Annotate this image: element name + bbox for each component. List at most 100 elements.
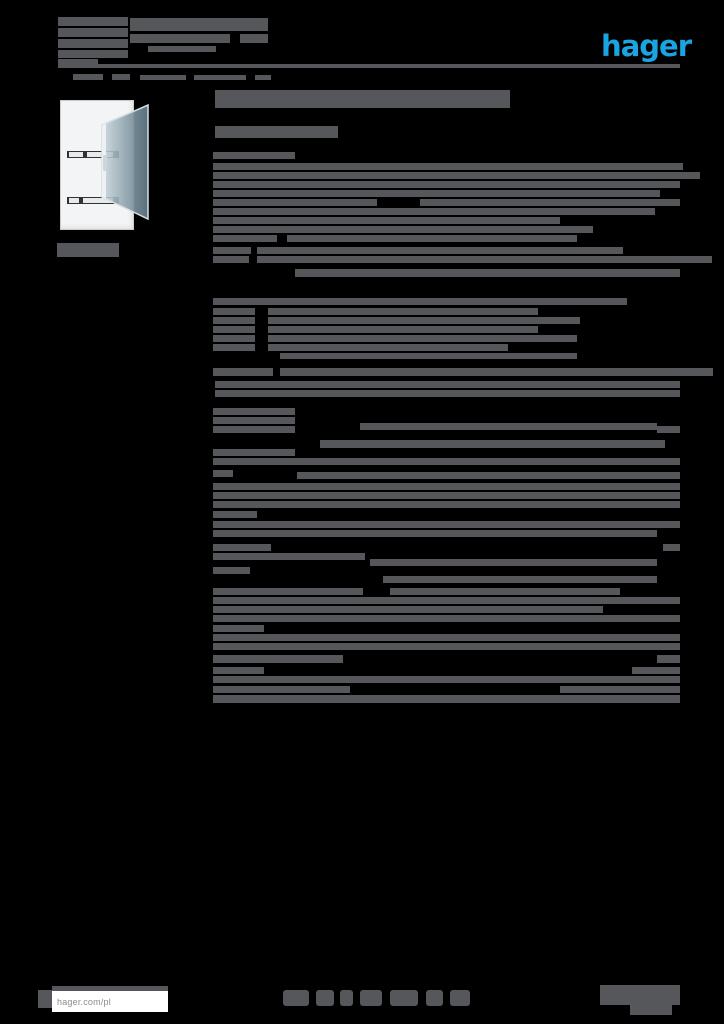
social-icon-2[interactable] [316, 990, 334, 1006]
spec-table-block-1 [360, 423, 657, 430]
header-sender-block [58, 28, 128, 37]
paragraph-1 [213, 190, 660, 197]
spec-table-block-2 [213, 501, 680, 508]
spec-table-block-2 [383, 576, 657, 583]
spec-table-block-2 [213, 588, 363, 595]
social-icon-7[interactable] [450, 990, 470, 1006]
spec-table-block-2 [663, 544, 680, 551]
paragraph-2 [257, 247, 623, 254]
paragraph-2 [257, 256, 712, 263]
social-icon-1[interactable] [283, 990, 309, 1006]
header-sender-block [58, 59, 98, 68]
social-icon-3[interactable] [340, 990, 353, 1006]
header-subline [140, 75, 186, 80]
social-icon-4[interactable] [360, 990, 382, 1006]
paragraph-2 [295, 269, 680, 277]
header-subline [73, 74, 103, 80]
hager-logo-text: hager [601, 29, 692, 63]
paragraph-3 [213, 344, 255, 351]
hager-logo: hager [583, 28, 692, 64]
spec-table-block-3 [213, 655, 343, 663]
spec-table-block-3 [560, 686, 680, 693]
spec-table-block-3 [213, 676, 680, 683]
paragraph-3 [268, 308, 538, 315]
paragraph-3 [268, 317, 580, 324]
product-title-bar [215, 90, 510, 108]
paragraph-2 [213, 247, 251, 254]
spec-table-block-1 [213, 408, 295, 415]
section-heading-2 [215, 390, 680, 397]
header-subline [112, 74, 130, 80]
header-title-lines [148, 46, 216, 52]
header-sender-block [58, 39, 128, 48]
spec-table-block-3 [213, 634, 680, 641]
footer-website-box[interactable]: hager.com/pl [52, 991, 168, 1012]
spec-table-block-2 [213, 606, 603, 613]
spec-table-block-1 [213, 492, 680, 499]
section-heading-2 [215, 381, 680, 388]
product-subtitle-bar [215, 126, 338, 138]
spec-table-block-2 [213, 521, 680, 528]
spec-table-block-3 [213, 695, 680, 703]
din-rail-top [67, 151, 119, 158]
section-heading-2 [213, 368, 273, 376]
spec-table-block-3 [213, 686, 350, 693]
header-subline [255, 75, 271, 80]
footer-left-mark [38, 990, 52, 1008]
header-title-lines [130, 34, 230, 43]
paragraph-3 [268, 335, 577, 342]
footer-right-block [630, 1005, 672, 1015]
footer-website-link[interactable]: hager.com/pl [57, 996, 111, 1007]
paragraph-3 [213, 298, 627, 305]
paragraph-1 [287, 235, 577, 242]
paragraph-1 [213, 172, 700, 179]
spec-table-block-3 [657, 655, 680, 663]
section-heading-1 [213, 152, 295, 159]
spec-table-block-2 [213, 530, 657, 537]
door-handle [103, 155, 107, 171]
din-rail-bottom [67, 197, 119, 204]
photo-reference-label [57, 243, 119, 257]
header-title-lines [130, 18, 268, 31]
spec-table-block-1 [657, 426, 680, 433]
transparent-door [101, 103, 149, 221]
header-title-lines [240, 34, 268, 43]
spec-table-block-1 [213, 483, 680, 490]
footer-left-mark [52, 986, 168, 991]
paragraph-3 [213, 317, 255, 324]
spec-table-block-3 [213, 643, 680, 650]
paragraph-3 [268, 326, 538, 333]
social-icon-5[interactable] [390, 990, 418, 1006]
spec-table-block-3 [213, 625, 264, 632]
paragraph-1 [213, 217, 560, 224]
spec-table-block-2 [213, 597, 680, 604]
paragraph-1 [213, 226, 593, 233]
product-photo [60, 97, 150, 232]
header-sender-block [58, 50, 128, 58]
spec-table-block-1 [213, 458, 680, 465]
paragraph-3 [213, 308, 255, 315]
spec-table-block-2 [213, 553, 365, 560]
paragraph-1 [213, 163, 683, 170]
spec-table-block-3 [213, 615, 680, 622]
social-icon-6[interactable] [426, 990, 443, 1006]
spec-table-block-1 [320, 440, 665, 448]
spec-table-block-2 [390, 588, 620, 595]
paragraph-3 [213, 326, 255, 333]
spec-table-block-3 [632, 667, 680, 674]
spec-table-block-2 [370, 559, 657, 566]
paragraph-1 [213, 235, 277, 242]
header-sender-block [58, 17, 128, 26]
paragraph-1 [213, 181, 680, 188]
spec-table-block-1 [213, 426, 295, 433]
spec-table-block-1 [297, 472, 680, 479]
header-rule [58, 64, 680, 68]
paragraph-3 [213, 335, 255, 342]
spec-table-block-3 [213, 667, 264, 674]
spec-table-block-2 [213, 544, 271, 551]
spec-table-block-1 [213, 417, 295, 424]
paragraph-1 [420, 199, 680, 206]
header-subline [194, 75, 246, 80]
paragraph-1 [213, 199, 377, 206]
